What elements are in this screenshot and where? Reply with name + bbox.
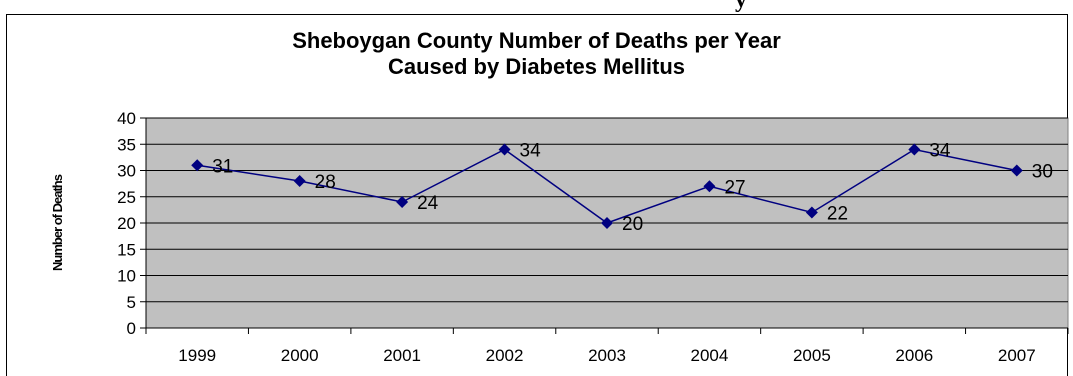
chart-title-line2: Caused by Diabetes Mellitus (387, 54, 686, 79)
data-point (293, 175, 306, 187)
data-label: 24 (417, 193, 439, 214)
data-label: 30 (1032, 162, 1053, 183)
data-point (601, 217, 613, 229)
x-tick-label: 2000 (281, 346, 319, 365)
x-tick-label: 1999 (178, 346, 216, 365)
chart-title-line1: Sheboygan County Number of Deaths per Ye… (292, 28, 781, 53)
data-point (1010, 164, 1023, 177)
x-tick-label: 2004 (691, 346, 729, 365)
page-header-fragment: y (0, 0, 1073, 14)
x-tick-label: 2001 (383, 346, 421, 365)
y-tick-label: 0 (127, 319, 136, 338)
chart-title: Sheboygan County Number of Deaths per Ye… (0, 28, 1073, 80)
x-tick-label: 2005 (793, 346, 831, 365)
x-tick-label: 2007 (998, 346, 1036, 365)
data-label: 28 (315, 172, 336, 193)
y-tick-label: 20 (117, 214, 136, 233)
data-point (908, 143, 921, 156)
page-header-text: y (735, 0, 747, 13)
y-tick-label: 40 (117, 109, 136, 128)
x-tick-label: 2006 (895, 346, 933, 365)
y-tick-label: 30 (117, 162, 136, 181)
y-tick-label: 25 (117, 188, 136, 207)
data-label: 34 (520, 141, 542, 162)
y-axis-ticks: 0 5 10 15 20 25 30 35 40 (117, 109, 146, 338)
data-label: 22 (827, 204, 848, 225)
data-label: 20 (622, 214, 643, 235)
data-label: 34 (929, 141, 951, 162)
data-point (703, 180, 716, 193)
data-point (396, 196, 409, 208)
y-axis-label: Number of Deaths (50, 174, 65, 271)
data-point (805, 206, 818, 219)
y-tick-label: 5 (127, 293, 136, 312)
data-point (498, 143, 511, 156)
y-tick-label: 35 (117, 135, 136, 154)
y-tick-label: 10 (117, 267, 136, 286)
series-deaths: 31 28 24 34 20 27 22 34 30 (191, 141, 1053, 235)
x-tick-label: 2002 (486, 346, 524, 365)
x-tick-label: 2003 (588, 346, 626, 365)
data-label: 27 (724, 177, 745, 198)
x-axis-ticks: 1999 2000 2001 2002 2003 2004 2005 2006 2007 (145, 328, 1069, 365)
data-label: 31 (212, 156, 233, 177)
y-tick-label: 15 (117, 240, 136, 259)
data-point (191, 159, 204, 172)
